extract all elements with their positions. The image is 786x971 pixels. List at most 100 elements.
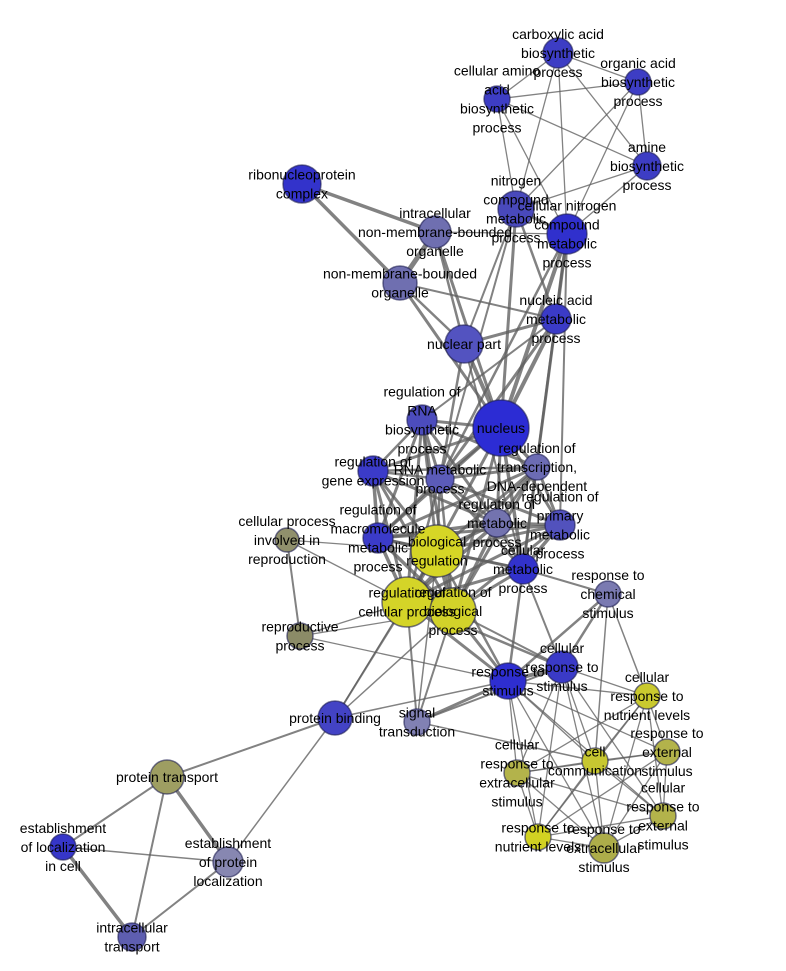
node-reproductive-process[interactable] <box>286 622 314 650</box>
edge-cellular-process-involved-in-reproduction--reproductive-process <box>286 539 301 637</box>
edge-cell-communication--response-to-nutrient-levels <box>537 760 596 838</box>
edge-cellular-response-to-extracellular-stimulus--response-to-extracellular-stimulus <box>516 772 605 849</box>
node-response-to-nutrient-levels[interactable] <box>524 823 552 851</box>
edge-cellular-amino-acid-biosynthetic-process--organic-acid-biosynthetic-process <box>496 81 639 100</box>
node-regulation-of-transcription-dna-dependent[interactable] <box>523 453 551 481</box>
node-response-to-stimulus[interactable] <box>489 662 527 700</box>
edge-cellular-response-to-extracellular-stimulus--cellular-response-to-external-stimulus <box>516 772 664 817</box>
node-protein-transport[interactable] <box>149 759 185 795</box>
edge-carboxylic-acid-biosynthetic-process--amine-biosynthetic-process <box>557 52 648 167</box>
label-regulation-of-gene-expression: regulation of gene expression <box>322 454 425 489</box>
label-regulation-of-metabolic-process: regulation of metabolic process <box>458 496 535 550</box>
label-cellular-response-to-nutrient-levels: cellular response to nutrient levels <box>604 669 690 723</box>
node-non-membrane-bounded-organelle[interactable] <box>382 265 418 301</box>
node-cellular-response-to-extracellular-stimulus[interactable] <box>503 759 531 787</box>
label-reproductive-process: reproductive process <box>261 619 338 654</box>
edge-protein-transport--establishment-of-localization-in-cell <box>62 776 168 848</box>
node-regulation-of-metabolic-process[interactable] <box>482 508 512 538</box>
label-response-to-nutrient-levels: response to nutrient levels <box>495 820 581 855</box>
node-intracellular-transport[interactable] <box>117 922 147 952</box>
node-cellular-metabolic-process[interactable] <box>507 553 539 585</box>
edge-nucleic-acid-metabolic-process--rna-metabolic-process <box>438 317 558 481</box>
edge-ribonucleoprotein-complex--non-membrane-bounded-organelle <box>300 182 402 285</box>
edge-regulation-of-transcription-dna-dependent--rna-metabolic-process <box>438 465 539 481</box>
node-nuclear-part[interactable] <box>444 324 484 364</box>
label-regulation-of-transcription-dna-dependent: regulation of transcription, DNA-dependent <box>487 440 588 494</box>
node-organic-acid-biosynthetic-process[interactable] <box>624 68 652 96</box>
edge-establishment-of-protein-localization--intracellular-transport <box>131 861 229 938</box>
node-amine-biosynthetic-process[interactable] <box>632 151 662 181</box>
node-regulation-of-primary-metabolic-process[interactable] <box>544 509 576 541</box>
edge-reproductive-process--response-to-stimulus <box>299 635 509 682</box>
edge-response-to-chemical-stimulus--response-to-stimulus <box>506 592 610 683</box>
node-protein-binding[interactable] <box>317 700 353 736</box>
edge-protein-transport--intracellular-transport <box>131 776 168 938</box>
edge-regulation-of-rna-biosynthetic-process--regulation-of-metabolic-process <box>420 418 499 525</box>
label-intracellular-transport: intracellular transport <box>96 920 168 955</box>
edge-establishment-of-localization-in-cell--establishment-of-protein-localization <box>62 846 229 863</box>
label-cellular-response-to-external-stimulus: cellular response to external stimulus <box>626 780 699 853</box>
label-cellular-process-involved-in-reproduction: cellular process involved in reproduction <box>238 513 335 567</box>
edge-cellular-response-to-stimulus--cellular-response-to-extracellular-stimulus <box>516 666 563 774</box>
node-cellular-process-involved-in-reproduction[interactable] <box>274 527 300 553</box>
node-cellular-amino-acid-biosynthetic-process[interactable] <box>483 85 511 113</box>
edge-regulation-of-biological-process--protein-binding <box>334 610 454 719</box>
label-regulation-of-biological-process: regulation of biological process <box>414 584 491 638</box>
label-intracellular-non-membrane-bounded-organelle: intracellular non-membrane-bounded organel… <box>358 205 512 259</box>
edge-biological-regulation--signal-transduction <box>416 550 438 723</box>
label-protein-binding: protein binding <box>289 710 381 726</box>
edge-amine-biosynthetic-process--nitrogen-compound-metabolic-process <box>515 165 648 210</box>
node-response-to-extracellular-stimulus[interactable] <box>588 832 620 864</box>
edge-regulation-of-rna-biosynthetic-process--regulation-of-cellular-process <box>405 418 424 604</box>
node-nucleus[interactable] <box>472 399 530 457</box>
node-cellular-nitrogen-compound-metabolic-process[interactable] <box>546 213 588 255</box>
edge-nucleic-acid-metabolic-process--regulation-of-rna-biosynthetic-process <box>421 318 557 421</box>
edge-nitrogen-compound-metabolic-process--nuclear-part <box>463 208 517 345</box>
node-regulation-of-macromolecule-metabolic-process[interactable] <box>362 522 394 554</box>
node-rna-metabolic-process[interactable] <box>425 464 455 494</box>
node-nitrogen-compound-metabolic-process[interactable] <box>497 190 535 228</box>
edge-non-membrane-bounded-organelle--nucleic-acid-metabolic-process <box>399 282 557 320</box>
edge-ribonucleoprotein-complex--intracellular-non-membrane-bounded-organelle <box>300 182 437 234</box>
node-response-to-external-stimulus[interactable] <box>653 738 681 766</box>
edge-cellular-nitrogen-compound-metabolic-process--nucleus <box>499 232 569 430</box>
node-cell-communication[interactable] <box>581 747 609 775</box>
node-nucleic-acid-metabolic-process[interactable] <box>540 303 572 335</box>
node-response-to-chemical-stimulus[interactable] <box>594 580 622 608</box>
node-signal-transduction[interactable] <box>403 708 431 736</box>
label-cellular-metabolic-process: cellular metabolic process <box>493 542 553 596</box>
node-cellular-response-to-external-stimulus[interactable] <box>649 802 677 830</box>
label-ribonucleoprotein-complex: ribonucleoprotein complex <box>248 167 355 202</box>
label-response-to-stimulus: response to stimulus <box>471 664 544 699</box>
label-rna-metabolic-process: RNA metabolic process <box>394 462 487 497</box>
node-regulation-of-gene-expression[interactable] <box>357 455 389 487</box>
node-cellular-response-to-stimulus[interactable] <box>545 650 579 684</box>
edge-rna-metabolic-process--regulation-of-primary-metabolic-process <box>438 477 562 527</box>
edge-response-to-stimulus--response-to-external-stimulus <box>507 680 668 753</box>
node-cellular-response-to-nutrient-levels[interactable] <box>633 682 661 710</box>
label-amine-biosynthetic-process: amine biosynthetic process <box>610 139 684 193</box>
label-signal-transduction: signal transduction <box>379 705 455 740</box>
edge-organic-acid-biosynthetic-process--nitrogen-compound-metabolic-process <box>515 81 639 210</box>
label-regulation-of-cellular-process: regulation of cellular process <box>358 585 455 620</box>
edge-cellular-nitrogen-compound-metabolic-process--regulation-of-primary-metabolic-process <box>559 233 568 526</box>
node-establishment-of-localization-in-cell[interactable] <box>49 833 77 861</box>
edge-cellular-response-to-external-stimulus--response-to-nutrient-levels <box>537 815 664 838</box>
edge-cellular-response-to-stimulus--response-to-nutrient-levels <box>537 666 563 838</box>
node-intracellular-non-membrane-bounded-organelle[interactable] <box>418 215 452 249</box>
node-regulation-of-rna-biosynthetic-process[interactable] <box>406 404 438 436</box>
edge-response-to-stimulus--cellular-response-to-external-stimulus <box>507 680 664 817</box>
node-establishment-of-protein-localization[interactable] <box>212 846 244 878</box>
label-cellular-response-to-stimulus: cellular response to stimulus <box>525 640 598 694</box>
edge-cellular-metabolic-process--response-to-stimulus <box>506 567 525 683</box>
edge-response-to-chemical-stimulus--cellular-response-to-nutrient-levels <box>607 593 648 697</box>
node-ribonucleoprotein-complex[interactable] <box>282 164 322 204</box>
node-regulation-of-biological-process[interactable] <box>429 587 477 635</box>
label-nucleic-acid-metabolic-process: nucleic acid metabolic process <box>519 292 592 346</box>
edge-carboxylic-acid-biosynthetic-process--nitrogen-compound-metabolic-process <box>515 52 559 210</box>
node-carboxylic-acid-biosynthetic-process[interactable] <box>542 37 574 69</box>
edge-nuclear-part--rna-metabolic-process <box>438 342 466 481</box>
node-biological-regulation[interactable] <box>410 524 464 578</box>
